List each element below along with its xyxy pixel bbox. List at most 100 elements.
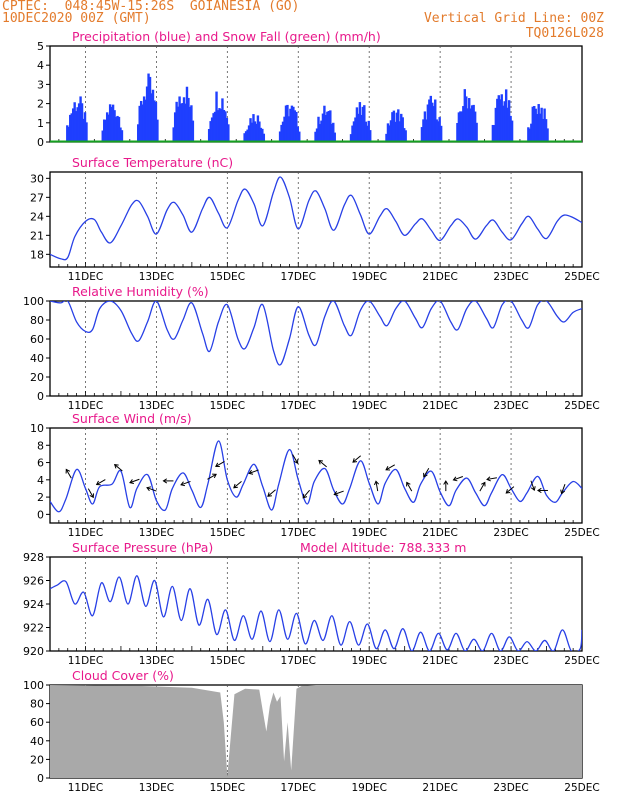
wind-arrow-head bbox=[248, 469, 254, 475]
precip-bar bbox=[527, 127, 530, 142]
precip-bar bbox=[104, 119, 107, 142]
precip-bar bbox=[537, 104, 540, 142]
precip-bar bbox=[154, 101, 158, 142]
precip-bar bbox=[327, 111, 331, 142]
precip-bar bbox=[144, 99, 147, 142]
precip-bar bbox=[70, 113, 73, 142]
precip-bar bbox=[187, 97, 190, 142]
precip-bar bbox=[317, 116, 320, 142]
precip-bar bbox=[403, 128, 406, 142]
cloud-title: Cloud Cover (%) bbox=[72, 668, 174, 683]
temp-title: Surface Temperature (nC) bbox=[72, 155, 233, 170]
precip-bar bbox=[500, 94, 503, 142]
pressure-xtick-label: 25DEC bbox=[564, 655, 599, 667]
precip-bar bbox=[507, 100, 511, 142]
wind-arrow-head bbox=[293, 459, 299, 464]
temp-xtick-label: 23DEC bbox=[493, 271, 528, 283]
cloud-area bbox=[50, 685, 582, 778]
precip-bar bbox=[385, 133, 388, 142]
precip-bar bbox=[148, 76, 152, 142]
wind-arrow-head bbox=[233, 483, 238, 489]
wind-ytick-label: 4 bbox=[37, 474, 44, 487]
wind-arrow-shaft bbox=[129, 478, 140, 484]
precip-bar bbox=[105, 112, 109, 142]
precip-bar bbox=[546, 128, 549, 142]
cloud-xtick-label: 19DEC bbox=[351, 782, 386, 794]
wind-arrow-shaft bbox=[292, 454, 299, 464]
precip-bar bbox=[420, 127, 424, 142]
precip-bar bbox=[394, 121, 397, 142]
precip-bar bbox=[142, 96, 146, 142]
wind-arrow-shaft bbox=[334, 490, 344, 495]
precip-bar bbox=[318, 124, 322, 142]
cloud-ytick-label: 60 bbox=[30, 716, 44, 729]
precip-bar bbox=[82, 118, 85, 142]
temp-panel: 18 21 24 27 30 11DEC 13DEC 15DEC 17DEC 19DEC 21DEC… bbox=[30, 155, 600, 283]
precip-bar bbox=[252, 114, 255, 142]
wind-arrow-shaft bbox=[385, 464, 395, 471]
precip-bar bbox=[401, 117, 404, 142]
precip-bar bbox=[534, 108, 537, 142]
precip-bar bbox=[147, 73, 150, 142]
precip-bar bbox=[190, 105, 193, 142]
wind-arrow-shaft bbox=[96, 479, 106, 485]
wind-xtick-label: 13DEC bbox=[139, 527, 174, 539]
precip-bar bbox=[494, 107, 498, 142]
precip-bar bbox=[178, 96, 181, 142]
precip-bar bbox=[360, 114, 363, 142]
rh-panel: 0 20 40 60 80 100 11DEC 13DEC 15DEC 17DEC 19DEC 21D… bbox=[23, 284, 600, 412]
rh-xtick-label: 19DEC bbox=[351, 400, 386, 412]
precip-bar bbox=[425, 119, 428, 142]
precip-bar bbox=[151, 89, 155, 142]
precip-bar bbox=[286, 104, 289, 142]
temp-xtick-label: 21DEC bbox=[422, 271, 457, 283]
wind-xtick-label: 25DEC bbox=[564, 527, 599, 539]
wind-arrow-head bbox=[443, 480, 449, 485]
precip-bar bbox=[182, 97, 186, 142]
pressure-ytick-label: 928 bbox=[23, 551, 44, 564]
precip-bar bbox=[472, 104, 475, 142]
precip-bar bbox=[222, 109, 226, 142]
precip-bar bbox=[333, 132, 336, 142]
precip-bar bbox=[510, 120, 514, 142]
precip-bar bbox=[320, 120, 323, 142]
wind-xtick-label: 17DEC bbox=[281, 527, 316, 539]
wind-arrow-shaft bbox=[248, 469, 259, 474]
precip-bar bbox=[438, 117, 441, 142]
wind-arrow-shaft bbox=[453, 476, 464, 481]
wind-xtick-label: 11DEC bbox=[68, 527, 103, 539]
precip-bar bbox=[369, 130, 372, 142]
wind-arrow-head bbox=[146, 486, 152, 492]
precip-bar bbox=[207, 128, 211, 142]
precip-bar bbox=[502, 105, 505, 142]
temp-ytick-label: 27 bbox=[30, 191, 44, 204]
precip-bar bbox=[293, 110, 297, 142]
cloud-xtick-label: 13DEC bbox=[139, 782, 174, 794]
pressure-xtick-label: 13DEC bbox=[139, 655, 174, 667]
precip-bar bbox=[83, 112, 87, 142]
wind-arrow-head bbox=[65, 468, 71, 474]
precip-bar bbox=[66, 125, 69, 142]
precip-bar bbox=[531, 106, 534, 142]
precip-bar bbox=[79, 96, 82, 142]
wind-arrow-shaft bbox=[423, 467, 430, 478]
precip-bar bbox=[253, 121, 257, 142]
temp-xtick-label: 11DEC bbox=[68, 271, 103, 283]
wind-arrow-shaft bbox=[479, 482, 486, 492]
wind-arrow-shaft bbox=[486, 477, 497, 480]
precip-bar bbox=[250, 122, 254, 142]
precip-bar bbox=[503, 101, 506, 142]
temp-ytick-label: 18 bbox=[30, 248, 44, 261]
header-grid-note: Vertical Grid Line: 00Z bbox=[423, 11, 604, 26]
precip-bar bbox=[108, 104, 112, 142]
precip-bar bbox=[295, 111, 298, 142]
precip-bar bbox=[156, 119, 159, 142]
precip-bar bbox=[69, 114, 72, 142]
precip-bar bbox=[119, 127, 122, 142]
precip-bar bbox=[258, 121, 261, 142]
temp-ytick-label: 30 bbox=[30, 172, 44, 185]
precip-bar bbox=[244, 131, 248, 142]
precip-bar bbox=[509, 115, 512, 142]
wind-xtick-label: 15DEC bbox=[210, 527, 245, 539]
precip-bar bbox=[225, 118, 229, 142]
